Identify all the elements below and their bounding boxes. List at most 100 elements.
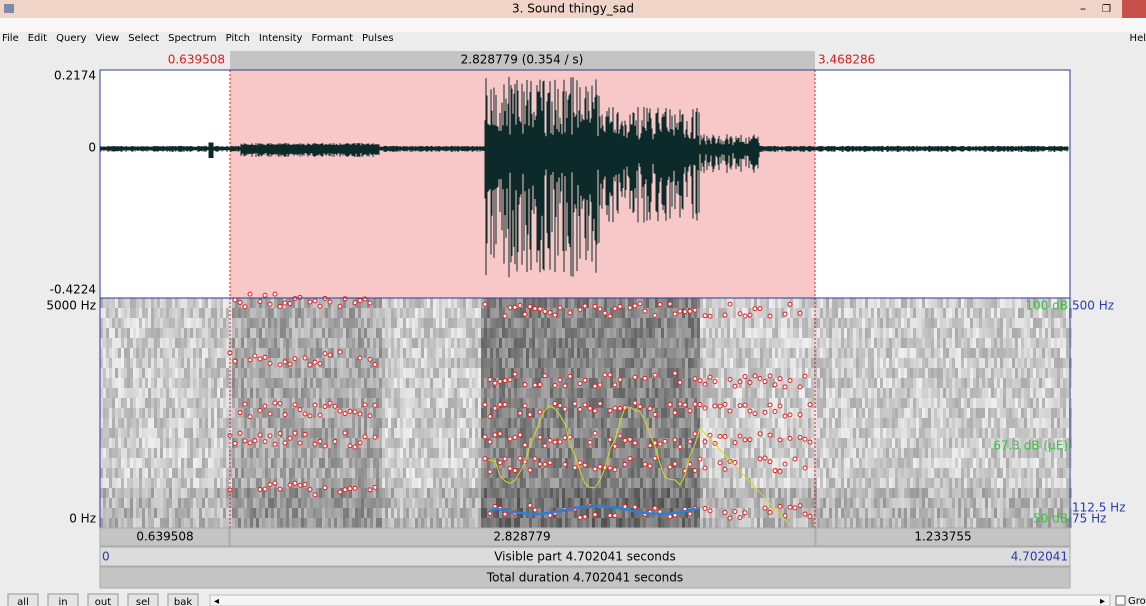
spectrogram-cell xyxy=(262,328,265,338)
spectrogram-cell xyxy=(232,338,235,348)
spectrogram-cell xyxy=(676,418,679,428)
spectrogram-cell xyxy=(118,298,121,308)
spectrogram-cell xyxy=(403,438,406,448)
spectrogram-cell xyxy=(379,448,382,458)
spectrogram-cell xyxy=(562,338,565,348)
spectrogram-cell xyxy=(535,368,538,378)
spectrogram-cell xyxy=(298,358,301,368)
spectrogram-cell xyxy=(325,498,328,508)
spectrogram-cell xyxy=(304,368,307,378)
spectrogram-cell xyxy=(235,398,238,408)
spectrogram-cell xyxy=(592,488,595,498)
spectrogram-cell xyxy=(124,388,127,398)
spectrogram-cell xyxy=(286,338,289,348)
spectrogram-cell xyxy=(661,408,664,418)
spectrogram-cell xyxy=(448,508,451,518)
spectrogram-cell xyxy=(433,408,436,418)
spectrogram-cell xyxy=(163,518,166,528)
spectrogram-cell xyxy=(556,468,559,478)
spectrogram-cell xyxy=(595,388,598,398)
spectrogram-cell xyxy=(118,368,121,378)
minimize-button[interactable]: – xyxy=(1080,2,1086,16)
spectrogram-cell xyxy=(679,518,682,528)
spectrogram-cell xyxy=(259,368,262,378)
spectrogram-cell xyxy=(613,318,616,328)
spectrogram-cell xyxy=(634,418,637,428)
spectrogram-cell xyxy=(214,488,217,498)
spectrogram-cell xyxy=(181,498,184,508)
spectrogram-cell xyxy=(478,308,481,318)
spectrogram-cell xyxy=(610,318,613,328)
spectrogram-cell xyxy=(493,328,496,338)
spectrogram-cell xyxy=(670,358,673,368)
spectrogram-cell xyxy=(208,308,211,318)
spectrogram-cell xyxy=(142,388,145,398)
spectrogram-cell xyxy=(169,508,172,518)
spectrogram-cell xyxy=(418,348,421,358)
spectrogram-cell xyxy=(214,518,217,528)
spectrogram-cell xyxy=(556,368,559,378)
spectrogram-cell xyxy=(400,318,403,328)
spectrogram-cell xyxy=(358,368,361,378)
spectrogram-cell xyxy=(700,328,703,338)
spectrogram-cell xyxy=(550,368,553,378)
spectrogram-cell xyxy=(547,388,550,398)
menu-help[interactable]: Hel xyxy=(1130,33,1146,44)
spectrogram-cell xyxy=(238,468,241,478)
spectrogram-cell xyxy=(106,468,109,478)
spectrogram-cell xyxy=(253,318,256,328)
spectrogram-cell xyxy=(718,378,721,388)
spectrogram-cell xyxy=(745,498,748,508)
spectrogram-cell xyxy=(229,388,232,398)
spectrogram-cell xyxy=(541,338,544,348)
spectrogram-cell xyxy=(427,438,430,448)
spectrogram-cell xyxy=(712,358,715,368)
spectrogram-cell xyxy=(640,498,643,508)
spectrogram-cell xyxy=(283,308,286,318)
spectrogram-cell xyxy=(562,448,565,458)
spectrogram-cell xyxy=(106,518,109,528)
spectrogram-cell xyxy=(433,468,436,478)
spectrogram-cell xyxy=(745,348,748,358)
spectrogram-cell xyxy=(499,478,502,488)
spectrogram-cell xyxy=(649,308,652,318)
spectrogram-cell xyxy=(118,338,121,348)
spectrogram-cell xyxy=(574,368,577,378)
spectrogram-cell xyxy=(175,438,178,448)
spectrogram-cell xyxy=(169,468,172,478)
spectrogram-cell xyxy=(352,418,355,428)
spectrogram-cell xyxy=(478,388,481,398)
spectrogram-cell xyxy=(700,338,703,348)
spectrogram-cell xyxy=(688,478,691,488)
spectrogram-cell xyxy=(640,458,643,468)
spectrogram-cell xyxy=(193,478,196,488)
spectrogram-cell xyxy=(457,508,460,518)
spectrogram-cell xyxy=(613,418,616,428)
spectrogram-cell xyxy=(127,518,130,528)
spectrogram-cell xyxy=(118,418,121,428)
maximize-button[interactable]: ❐ xyxy=(1102,4,1111,15)
spectrogram-cell xyxy=(391,468,394,478)
spectrogram-cell xyxy=(343,388,346,398)
spectrogram-cell xyxy=(475,318,478,328)
close-button[interactable] xyxy=(1122,0,1146,18)
window-title: 3. Sound thingy_sad xyxy=(512,2,634,16)
spectrogram-cell xyxy=(697,418,700,428)
spectrogram-cell xyxy=(118,468,121,478)
spectrogram-cell xyxy=(736,498,739,508)
spectrogram-cell xyxy=(151,348,154,358)
spectrogram-cell xyxy=(133,488,136,498)
spectrogram-cell xyxy=(442,498,445,508)
spectrogram-cell xyxy=(133,358,136,368)
spectrogram-cell xyxy=(586,338,589,348)
spectrogram-cell xyxy=(577,438,580,448)
spectrogram-cell xyxy=(445,458,448,468)
spectrogram-cell xyxy=(121,488,124,498)
spectrogram-cell xyxy=(415,488,418,498)
spectrogram-cell xyxy=(355,378,358,388)
spectrogram-cell xyxy=(547,348,550,358)
spectrogram-cell xyxy=(235,348,238,358)
spectrogram-cell xyxy=(667,338,670,348)
spectrogram-cell xyxy=(733,348,736,358)
spectrogram-cell xyxy=(718,338,721,348)
